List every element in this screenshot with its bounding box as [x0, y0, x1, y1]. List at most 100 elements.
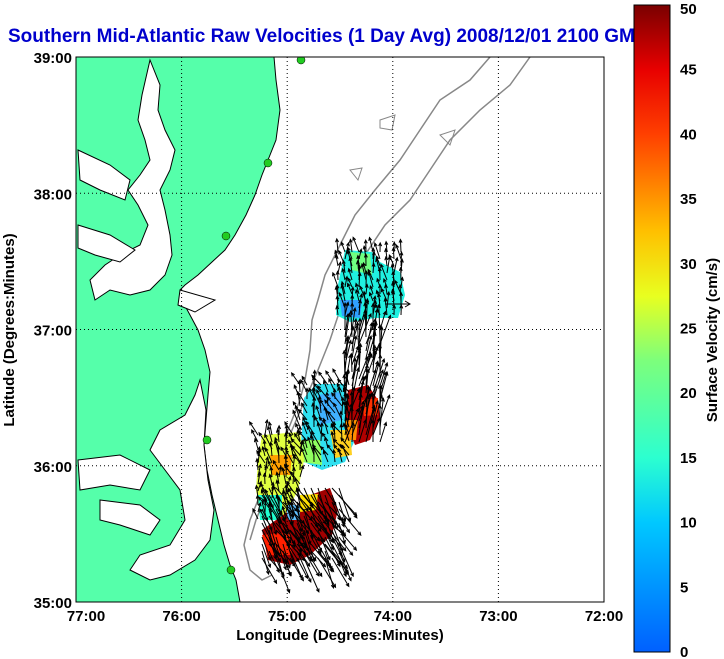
velocity-vector: [322, 417, 329, 435]
velocity-vector: [384, 247, 389, 260]
velocity-vector: [259, 508, 266, 520]
velocity-vector: [325, 370, 336, 386]
velocity-vector: [348, 238, 353, 253]
velocity-vector: [384, 283, 388, 295]
velocity-vector: [285, 449, 294, 464]
x-tick-label: 77:00: [67, 608, 105, 625]
velocity-vector: [348, 256, 353, 274]
velocity-vector: [358, 312, 372, 345]
velocity-vector: [334, 253, 339, 267]
x-tick-label: 74:00: [374, 608, 412, 625]
velocity-vector: [322, 379, 329, 393]
velocity-vector: [253, 437, 259, 450]
velocity-vector: [262, 472, 267, 485]
velocity-vector: [358, 393, 363, 415]
velocity-vector: [275, 479, 280, 492]
velocity-vector: [364, 283, 369, 295]
velocity-vector: [281, 466, 287, 485]
velocity-vector: [252, 507, 259, 520]
velocity-vector: [365, 321, 374, 352]
velocity-vector: [294, 404, 301, 421]
velocity-vector: [371, 262, 376, 274]
velocity-vector: [303, 436, 308, 449]
velocity-vector: [363, 253, 368, 267]
velocity-vector: [344, 400, 349, 429]
y-axis-ticks: 39:00 38:00 37:00 36:00 35:00: [34, 50, 72, 612]
velocity-vector: [275, 557, 291, 594]
velocity-vector: [272, 485, 280, 499]
velocity-vector: [259, 482, 266, 492]
velocity-vector: [308, 387, 315, 400]
grid-lines: [76, 57, 604, 602]
velocity-vector: [264, 418, 269, 436]
velocity-vector: [341, 444, 350, 463]
velocity-vector: [331, 557, 350, 588]
velocity-vector: [367, 271, 374, 288]
velocity-vector: [294, 477, 301, 492]
velocity-vector: [318, 416, 329, 428]
velocity-vector: [384, 255, 389, 267]
velocity-vector: [293, 432, 301, 443]
velocity-vector: [324, 557, 335, 589]
velocity-vector: [257, 496, 266, 506]
velocity-vector: [360, 262, 367, 281]
velocity-vector: [303, 543, 317, 562]
velocity-vector: [251, 428, 259, 443]
velocity-vector: [311, 412, 316, 428]
velocity-vector: [275, 487, 298, 512]
velocity-vector: [398, 238, 403, 253]
velocity-vector: [299, 440, 304, 457]
velocity-vector: [268, 473, 273, 485]
velocity-vector: [377, 404, 382, 436]
velocity-vector: [277, 424, 282, 436]
velocity-vector: [357, 271, 362, 288]
velocity-vector: [341, 267, 346, 281]
colorbar-tick-label: 35: [680, 191, 697, 208]
velocity-vector: [338, 487, 352, 523]
velocity-vector: [358, 298, 363, 316]
radar-stations: [202, 57, 306, 575]
velocity-vector: [344, 403, 353, 436]
velocity-vector: [310, 557, 323, 578]
velocity-vector: [297, 392, 308, 407]
velocity-vector: [312, 382, 322, 393]
velocity-vector: [275, 508, 292, 544]
velocity-vector: [340, 396, 345, 414]
velocity-vector: [354, 288, 360, 302]
velocity-vector: [335, 294, 340, 309]
velocity-vector: [337, 447, 343, 463]
chesapeake-bay: [89, 58, 176, 301]
colorbar-tick-label: 40: [680, 126, 697, 143]
velocity-vector: [338, 508, 362, 536]
velocity-vector: [324, 550, 333, 573]
velocity-vector: [340, 437, 350, 449]
velocity-vector: [301, 375, 308, 386]
velocity-vector: [303, 522, 312, 546]
velocity-vector: [351, 357, 357, 394]
velocity-vector: [307, 436, 315, 456]
velocity-vector: [362, 290, 367, 309]
y-tick-label: 36:00: [34, 459, 72, 476]
colorbar-label: Surface Velocity (cm/s): [704, 258, 721, 422]
velocity-vector: [347, 277, 353, 288]
colorbar-tick-label: 50: [680, 1, 697, 18]
velocity-vector: [269, 441, 273, 457]
velocity-vector: [324, 522, 347, 552]
velocity-vector: [276, 445, 281, 464]
velocity-vector: [261, 550, 270, 576]
velocity-vector: [338, 536, 354, 557]
velocity-vector: [335, 304, 340, 316]
velocity-vector: [352, 236, 360, 253]
velocity-vector: [399, 251, 404, 267]
velocity-vector: [316, 385, 329, 400]
velocity-vector: [400, 276, 404, 288]
velocity-vector: [257, 501, 262, 513]
velocity-vector: [281, 505, 287, 520]
velocity-vector: [342, 349, 347, 380]
velocity-vector: [332, 448, 337, 463]
velocity-vector: [336, 382, 343, 393]
velocity-vector: [340, 283, 346, 302]
velocity-vector: [386, 255, 392, 274]
